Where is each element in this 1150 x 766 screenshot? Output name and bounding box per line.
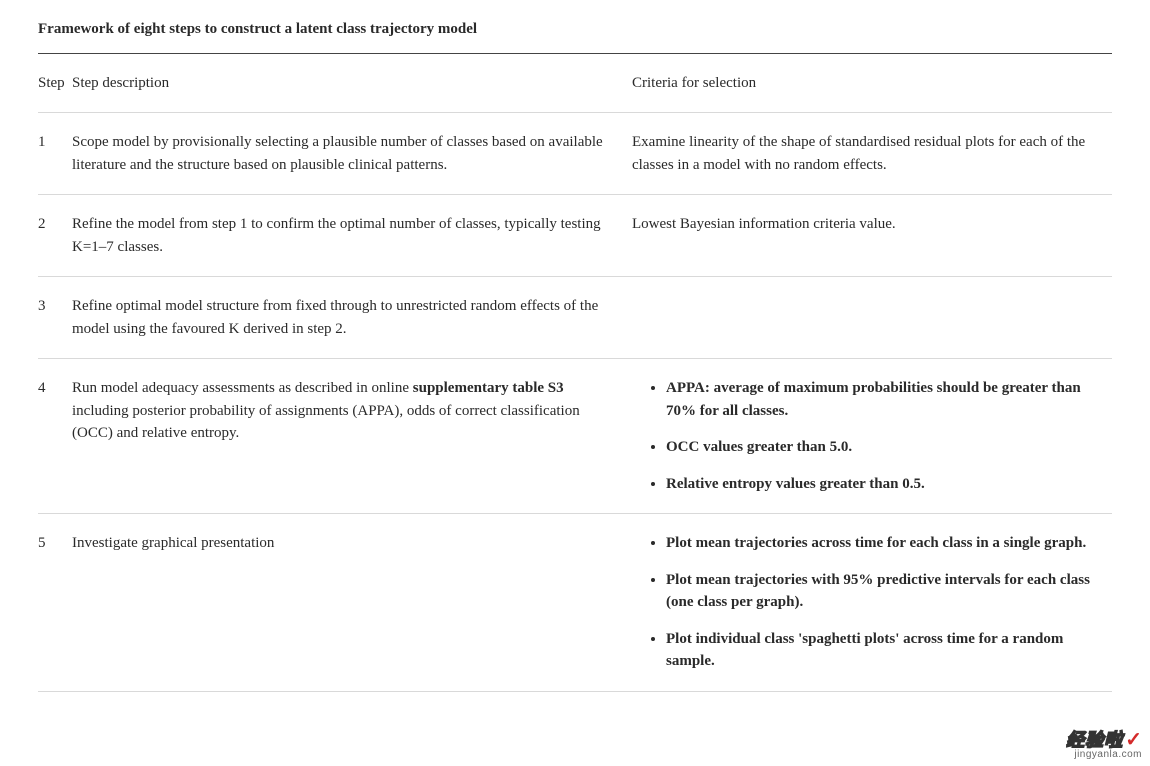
step-criteria: Plot mean trajectories across time for e… xyxy=(632,514,1112,692)
step-description: Refine optimal model structure from fixe… xyxy=(72,277,632,359)
criteria-list: APPA: average of maximum probabilities s… xyxy=(632,377,1104,495)
watermark-url: jingyanla.com xyxy=(1066,750,1142,760)
step-number: 2 xyxy=(38,195,72,277)
header-row: Step Step description Criteria for selec… xyxy=(38,54,1112,113)
step-number: 3 xyxy=(38,277,72,359)
header-step: Step xyxy=(38,54,72,113)
table-row: 5 Investigate graphical presentation Plo… xyxy=(38,514,1112,692)
criteria-item: OCC values greater than 5.0. xyxy=(666,436,1104,459)
table-row: 2 Refine the model from step 1 to confir… xyxy=(38,195,1112,277)
header-desc: Step description xyxy=(72,54,632,113)
step-number: 5 xyxy=(38,514,72,692)
step-criteria: Lowest Bayesian information criteria val… xyxy=(632,195,1112,277)
step-criteria xyxy=(632,277,1112,359)
criteria-item: APPA: average of maximum probabilities s… xyxy=(666,377,1104,422)
step-description: Refine the model from step 1 to confirm … xyxy=(72,195,632,277)
watermark: 经验啦✓ jingyanla.com xyxy=(1066,730,1142,760)
step-description: Run model adequacy assessments as descri… xyxy=(72,359,632,514)
criteria-list: Plot mean trajectories across time for e… xyxy=(632,532,1104,673)
step-description: Scope model by provisionally selecting a… xyxy=(72,113,632,195)
check-icon: ✓ xyxy=(1125,729,1142,751)
table-row: 1 Scope model by provisionally selecting… xyxy=(38,113,1112,195)
criteria-item: Plot mean trajectories with 95% predicti… xyxy=(666,569,1104,614)
framework-table: Step Step description Criteria for selec… xyxy=(38,54,1112,692)
watermark-text: 经验啦 xyxy=(1066,730,1123,750)
table-row: 4 Run model adequacy assessments as desc… xyxy=(38,359,1112,514)
desc-text-pre: Run model adequacy assessments as descri… xyxy=(72,380,413,396)
desc-text-bold: supplementary table S3 xyxy=(413,380,564,396)
header-criteria: Criteria for selection xyxy=(632,54,1112,113)
step-description: Investigate graphical presentation xyxy=(72,514,632,692)
criteria-item: Plot individual class 'spaghetti plots' … xyxy=(666,628,1104,673)
criteria-item: Relative entropy values greater than 0.5… xyxy=(666,473,1104,496)
step-criteria: Examine linearity of the shape of standa… xyxy=(632,113,1112,195)
step-number: 4 xyxy=(38,359,72,514)
step-number: 1 xyxy=(38,113,72,195)
page-container: Framework of eight steps to construct a … xyxy=(0,0,1150,710)
step-criteria: APPA: average of maximum probabilities s… xyxy=(632,359,1112,514)
desc-text-post: including posterior probability of assig… xyxy=(72,403,580,442)
criteria-item: Plot mean trajectories across time for e… xyxy=(666,532,1104,555)
table-title: Framework of eight steps to construct a … xyxy=(38,18,1112,54)
table-row: 3 Refine optimal model structure from fi… xyxy=(38,277,1112,359)
